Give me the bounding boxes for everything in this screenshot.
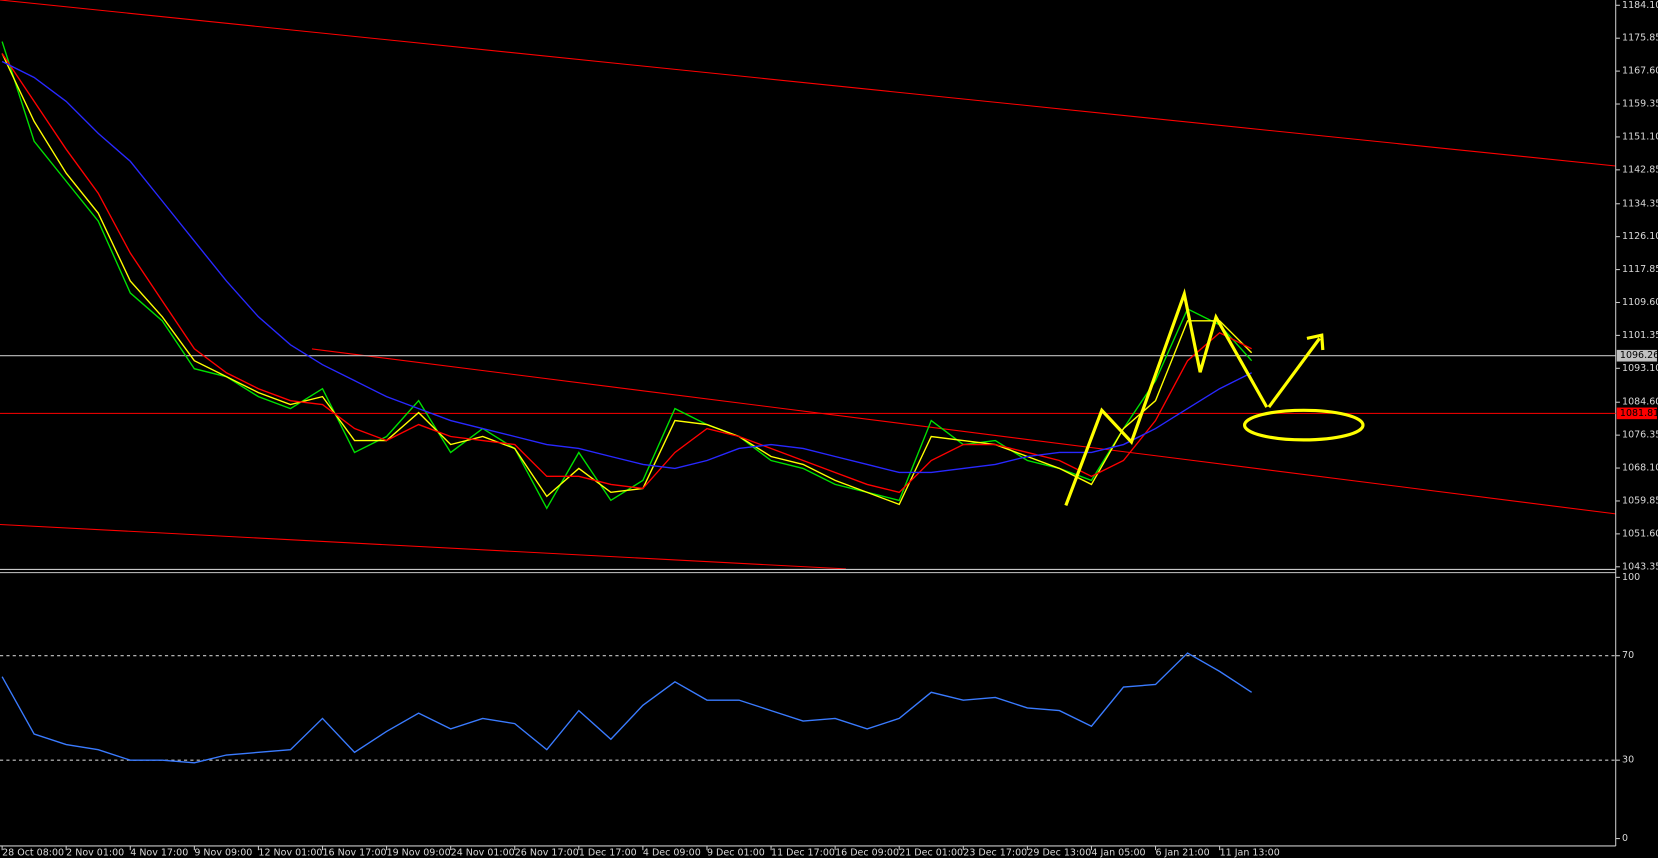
x-tick-label: 16 Dec 09:00 — [835, 847, 899, 858]
x-tick-label: 21 Dec 01:00 — [899, 847, 963, 858]
y-tick-label: 1134.35 — [1622, 198, 1658, 209]
series-line — [1, 53, 1253, 506]
x-tick-label: 28 Oct 08:00 — [2, 847, 64, 858]
y-tick-label: 1093.10 — [1622, 363, 1658, 374]
x-tick-label: 16 Nov 17:00 — [323, 847, 387, 858]
y-tick-label: 1151.10 — [1622, 131, 1658, 142]
x-tick-label: 12 Nov 01:00 — [258, 847, 322, 858]
x-tick-label: 9 Dec 01:00 — [707, 847, 765, 858]
x-tick-label: 19 Nov 09:00 — [387, 847, 451, 858]
y-tick-label: 1167.60 — [1622, 66, 1658, 77]
drawing-ellipse — [1242, 408, 1365, 442]
x-tick-label: 6 Jan 21:00 — [1156, 847, 1210, 858]
series-line — [1, 53, 1252, 494]
y-tick-label: 30 — [1622, 755, 1634, 766]
price-label-box — [1616, 349, 1657, 362]
x-tick-label: 11 Dec 17:00 — [771, 847, 835, 858]
y-tick-label: 1159.35 — [1622, 99, 1658, 110]
x-tick-label: 9 Nov 09:00 — [194, 847, 252, 858]
x-tick-label: 29 Dec 13:00 — [1027, 847, 1091, 858]
y-tick-label: 1051.60 — [1622, 528, 1658, 539]
y-tick-label: 1076.35 — [1622, 430, 1658, 441]
y-tick-label: 1068.10 — [1622, 463, 1658, 474]
y-tick-label: 1184.10 — [1622, 0, 1658, 11]
y-tick-label: 1059.85 — [1622, 495, 1658, 506]
y-tick-label: 1084.60 — [1622, 397, 1658, 408]
trend-line — [0, 523, 846, 570]
price-label: 1096.26 — [1620, 350, 1658, 361]
y-tick-label: 1117.85 — [1622, 264, 1658, 275]
y-tick-label: 0 — [1622, 833, 1628, 844]
drawing-arrow-head — [1306, 333, 1325, 351]
series-line — [1, 652, 1253, 764]
y-tick-label: 1175.85 — [1622, 33, 1658, 44]
y-tick-label: 1109.60 — [1622, 297, 1658, 308]
drawing-zigzag — [1064, 288, 1269, 507]
trend-line — [0, 0, 1616, 167]
x-tick-label: 24 Nov 01:00 — [451, 847, 515, 858]
x-tick-label: 4 Jan 05:00 — [1091, 847, 1145, 858]
x-tick-label: 4 Nov 17:00 — [130, 847, 188, 858]
price-label-box — [1616, 407, 1657, 420]
x-tick-label: 2 Nov 01:00 — [66, 847, 124, 858]
x-tick-label: 11 Jan 13:00 — [1220, 847, 1280, 858]
y-tick-label: 100 — [1622, 572, 1640, 583]
x-tick-label: 26 Nov 17:00 — [515, 847, 579, 858]
x-tick-label: 23 Dec 17:00 — [963, 847, 1027, 858]
y-tick-label: 70 — [1622, 650, 1634, 661]
y-tick-label: 1043.35 — [1622, 561, 1658, 572]
y-tick-label: 1142.85 — [1622, 164, 1658, 175]
y-tick-label: 1101.35 — [1622, 330, 1658, 341]
drawing-arrow — [1267, 337, 1321, 409]
x-tick-label: 1 Dec 17:00 — [579, 847, 637, 858]
y-tick-label: 1126.10 — [1622, 231, 1658, 242]
price-label: 1081.81 — [1620, 408, 1658, 419]
x-tick-label: 4 Dec 09:00 — [643, 847, 701, 858]
trend-line — [311, 348, 1616, 515]
series-line — [1, 60, 1252, 474]
